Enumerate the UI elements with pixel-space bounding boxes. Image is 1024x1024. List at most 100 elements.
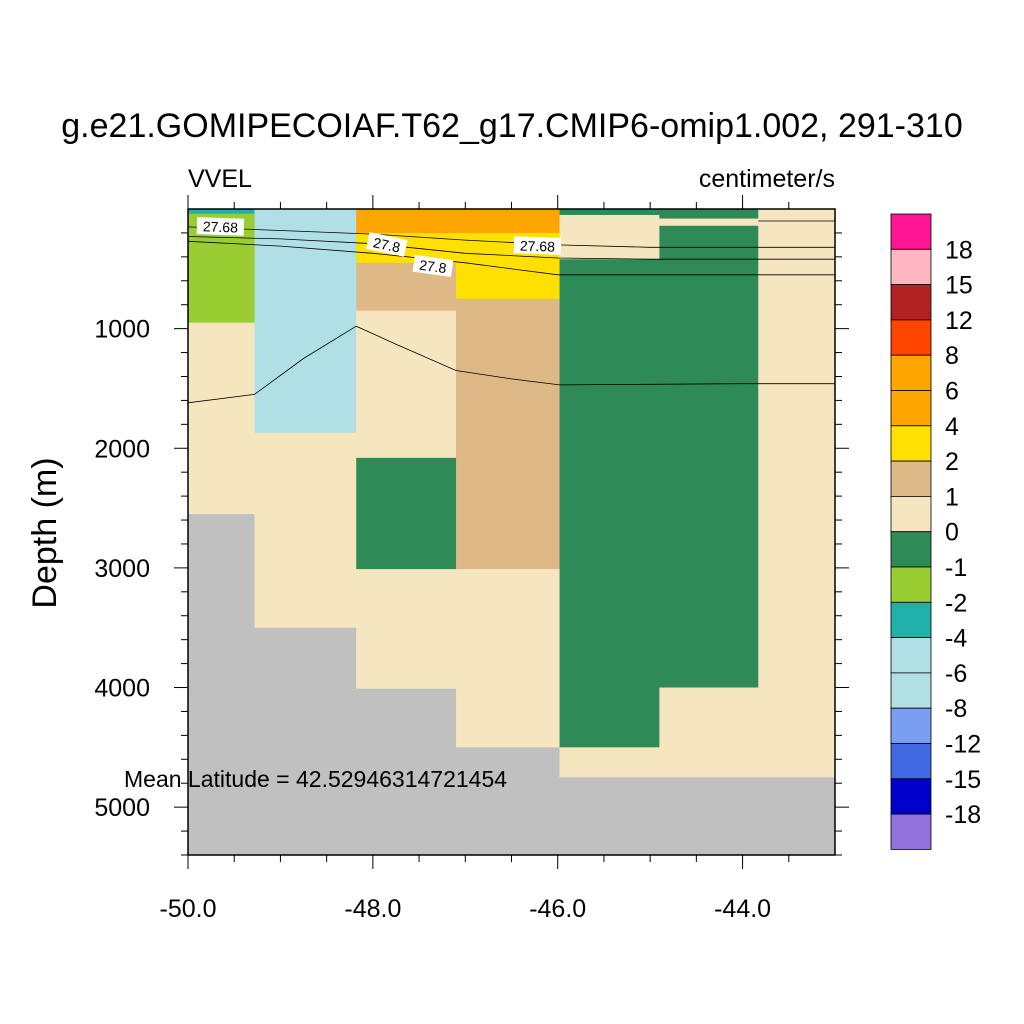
colorbar-label-16: -18	[945, 801, 981, 829]
contour-label-text-2: 27.8	[418, 257, 447, 277]
data-cell-26	[659, 225, 759, 689]
data-cell-21	[559, 259, 660, 748]
colorbar-label-6: 2	[945, 448, 959, 476]
data-cell-4	[254, 209, 357, 434]
data-cell-20	[559, 214, 660, 260]
contour-label-text-3: 27.68	[520, 237, 556, 254]
x-tick-label-2: -46.0	[529, 895, 586, 923]
colorbar-swatch-15	[890, 743, 932, 780]
colorbar-swatch-0	[890, 213, 932, 250]
colorbar-swatch-11	[890, 601, 932, 638]
data-cell-17	[456, 569, 561, 748]
colorbar-label-3: 8	[945, 342, 959, 370]
contour-line-3	[187, 325, 835, 404]
colorbar-swatch-12	[890, 637, 932, 674]
data-cell-10	[356, 310, 457, 459]
data-cell-27	[659, 687, 759, 778]
x-tick-label-1: -48.0	[344, 895, 401, 923]
colorbar-label-12: -6	[945, 660, 967, 688]
y-tick-label-5000: 5000	[94, 794, 150, 822]
units-label: centimeter/s	[699, 165, 835, 193]
contour-line-1	[187, 236, 835, 260]
data-cell-16	[456, 298, 561, 570]
data-cells	[188, 209, 836, 856]
colorbar-swatch-1	[890, 248, 932, 286]
colorbar-swatch-9	[890, 531, 932, 568]
data-cell-23	[559, 777, 660, 856]
colorbar-label-10: -2	[945, 589, 967, 617]
colorbar-label-8: 0	[945, 519, 959, 547]
colorbar-label-1: 15	[945, 272, 973, 300]
colorbar-swatch-10	[890, 566, 932, 603]
colorbar-swatch-17	[890, 813, 932, 850]
colorbar-swatch-3	[890, 319, 932, 356]
colorbar-label-14: -12	[945, 731, 981, 759]
data-cell-29	[758, 209, 836, 778]
contour-label-1: 27.8	[366, 232, 408, 257]
data-cell-7	[356, 209, 457, 234]
contour-label-box-3	[513, 236, 562, 255]
variable-name-label: VVEL	[188, 165, 252, 193]
data-cell-12	[356, 569, 457, 690]
colorbar-label-2: 12	[945, 307, 973, 335]
data-cell-18	[456, 747, 561, 856]
data-cell-19	[559, 209, 660, 216]
colorbar-label-15: -15	[945, 766, 981, 794]
contour-line-2	[187, 240, 835, 276]
y-tick-label-4000: 4000	[94, 675, 150, 703]
mean-latitude-annotation: Mean Latitude = 42.52946314721454	[124, 766, 507, 792]
contour-label-2: 27.8	[412, 254, 454, 278]
density-contours	[187, 220, 835, 404]
colorbar: 18 15 12 8 6 4 2 1 0 -1 -2 -4 -6 -8 -12 -15 -18	[890, 213, 981, 850]
colorbar-label-0: 18	[945, 236, 973, 264]
colorbar-swatch-6	[890, 425, 932, 462]
x-tick-label-3: -44.0	[714, 895, 771, 923]
contour-label-3: 27.68	[513, 236, 562, 255]
chart-title: g.e21.GOMIPECOIAF.T62_g17.CMIP6-omip1.00…	[61, 107, 962, 145]
contour-label-0: 27.68	[196, 217, 245, 236]
y-tick-label-3000: 3000	[94, 555, 150, 583]
contour-label-box-2	[412, 254, 454, 278]
data-cell-24	[659, 209, 759, 220]
data-cell-0	[188, 209, 256, 215]
colorbar-label-4: 6	[945, 378, 959, 406]
x-tick-label-0: -50.0	[160, 895, 217, 923]
colorbar-label-11: -4	[945, 625, 967, 653]
colorbar-swatch-16	[890, 778, 932, 815]
colorbar-swatch-5	[890, 390, 932, 427]
contour-labels: 27.68 27.8 27.8 27.68	[196, 217, 562, 278]
y-tick-label-1000: 1000	[94, 316, 150, 344]
contour-label-text-1: 27.8	[372, 234, 402, 255]
colorbar-swatch-4	[890, 354, 932, 391]
data-cell-28	[659, 777, 759, 856]
contour-label-box-1	[366, 232, 408, 257]
colorbar-label-7: 1	[945, 483, 959, 511]
colorbar-swatch-8	[890, 495, 932, 533]
colorbar-swatch-14	[890, 707, 932, 744]
data-cell-2	[188, 322, 256, 515]
data-cell-14	[456, 209, 561, 234]
colorbar-label-9: -1	[945, 554, 967, 582]
data-cell-30	[758, 777, 836, 856]
colorbar-label-13: -8	[945, 695, 967, 723]
data-cell-25	[659, 218, 759, 227]
data-cell-3	[188, 514, 256, 856]
x-tick-labels: -50.0 -48.0 -46.0 -44.0	[160, 895, 772, 923]
contour-line-0	[187, 226, 835, 248]
contour-label-box-0	[196, 217, 245, 236]
axis-ticks	[174, 195, 849, 869]
colorbar-label-5: 4	[945, 413, 959, 441]
y-tick-labels: 1000 2000 3000 4000 5000	[94, 316, 150, 822]
y-tick-label-2000: 2000	[94, 435, 150, 463]
colorbar-swatch-13	[890, 672, 932, 709]
data-cell-22	[559, 747, 660, 778]
contour-label-text-0: 27.68	[203, 218, 239, 235]
data-cell-5	[254, 432, 357, 629]
data-cell-11	[356, 457, 457, 570]
data-cell-13	[356, 688, 457, 856]
y-axis-title: Depth (m)	[26, 457, 64, 608]
colorbar-swatch-7	[890, 460, 932, 497]
colorbar-swatch-2	[890, 284, 932, 321]
data-cell-6	[254, 627, 357, 856]
